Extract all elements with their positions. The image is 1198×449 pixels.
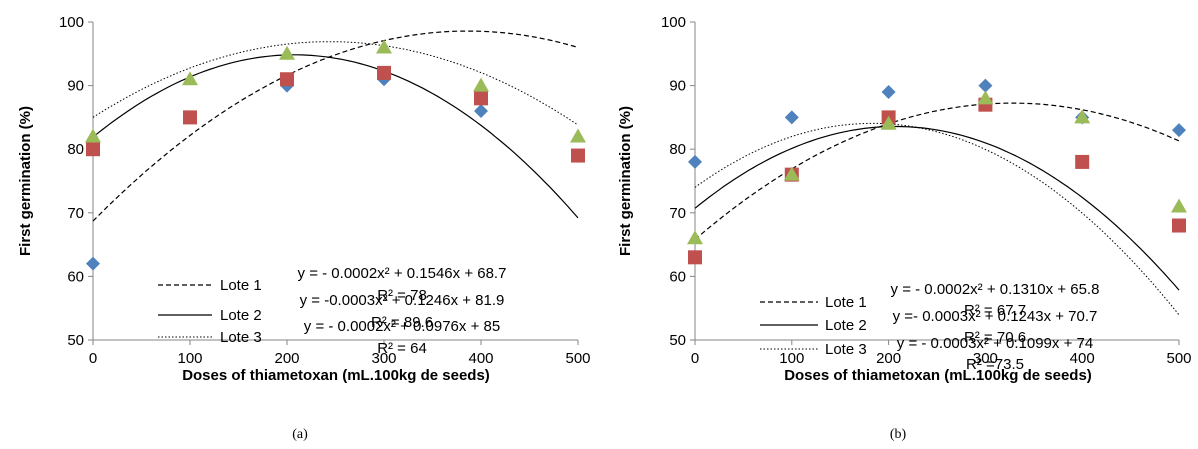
panel-a-trend-equation: y = - 0.0002x² + 0.0976x + 85 <box>304 318 500 335</box>
panel-b-y-axis-title: First germination (%) <box>617 106 634 256</box>
panel-a-point-square <box>183 110 197 125</box>
panel-b-x-tick-label: 500 <box>1166 350 1191 367</box>
panel-a-x-tick-label: 100 <box>177 350 202 367</box>
panel-b-point-diamond <box>881 84 896 99</box>
panel-b-point-triangle <box>1171 198 1187 213</box>
panel-b-point-triangle <box>687 230 703 245</box>
panel-b-trend-equation: y = - 0.0002x² + 0.1310x + 65.8 <box>891 281 1100 298</box>
panel-a-x-tick-label: 300 <box>371 350 396 367</box>
panel-a-point-square <box>377 65 391 80</box>
panel-a-point-square <box>86 142 100 157</box>
panel-b-x-axis-title: Doses of thiametoxan (mL.100kg de seeds) <box>784 367 1092 384</box>
panel-a-point-square <box>280 72 294 87</box>
panel-b-trend-r2: R² = 70.6 <box>964 329 1026 346</box>
panel-a-point-square <box>474 91 488 106</box>
panel-b-point-triangle <box>783 166 800 181</box>
panel-b-trend-equation: y =- 0.0003x² + 0.1243x + 70.7 <box>893 308 1098 325</box>
panel-a-legend-label: Lote 3 <box>220 329 262 346</box>
panel-a-trendline-2 <box>92 54 579 219</box>
panel-b-y-tick-label: 60 <box>669 268 686 285</box>
panel-a-legend-label: Lote 2 <box>220 307 262 324</box>
panel-a-point-diamond <box>474 104 488 119</box>
panel-a-trend-equation: y = - 0.0002x² + 0.1546x + 68.7 <box>298 265 507 282</box>
panel-b-point-diamond <box>1172 123 1186 138</box>
panel-a-trend-equation: y = -0.0003x² + 0.1246x + 81.9 <box>300 292 505 309</box>
panel-b-point-triangle <box>1074 109 1091 124</box>
panel-b-point-square <box>688 250 702 265</box>
panel-b-point-triangle <box>977 90 994 105</box>
panel-b-point-diamond <box>784 110 799 125</box>
panel-b-legend-label: Lote 1 <box>825 294 867 311</box>
panel-a-x-tick-label: 500 <box>565 350 590 367</box>
panel-b-point-diamond <box>978 78 993 93</box>
panel-b-trendline-1 <box>694 102 1180 240</box>
panel-a-legend-label: Lote 1 <box>220 277 262 294</box>
panel-b-legend-label: Lote 2 <box>825 317 867 334</box>
panel-b-point-square <box>1172 218 1186 233</box>
panel-a-trendline-1 <box>92 30 579 222</box>
panel-b-x-tick-label: 300 <box>973 350 998 367</box>
panel-b-point-diamond <box>688 154 702 169</box>
panel-b-point-triangle <box>880 115 897 130</box>
panel-a-y-tick-label: 60 <box>67 268 84 285</box>
panel-b-x-tick-label: 0 <box>691 350 699 367</box>
panel-b-trend-r2: R² = 67.7 <box>964 302 1026 319</box>
panel-b-label: (b) <box>890 427 907 442</box>
panel-a-point-triangle <box>473 77 489 92</box>
panel-a-point-triangle <box>279 45 295 60</box>
panel-a-label: (a) <box>292 427 308 442</box>
panel-b-x-tick-label: 400 <box>1070 350 1095 367</box>
panel-b-trend-r2: R² =73.5 <box>966 356 1024 373</box>
panel-a-y-tick-label: 90 <box>67 78 84 95</box>
panel-b-trendline-2 <box>694 125 1180 291</box>
panel-b-trend-equation: y = - 0.0003x² + 0.1099x + 74 <box>897 335 1093 352</box>
panel-a-y-tick-label: 80 <box>67 141 84 158</box>
panel-b-y-tick-label: 70 <box>669 205 686 222</box>
panel-b-y-tick-label: 100 <box>661 14 686 31</box>
panel-a-y-tick-label: 50 <box>67 332 84 349</box>
panel-a-trend-r2: R² = 64 <box>377 340 427 357</box>
panel-a-x-tick-label: 200 <box>274 350 299 367</box>
panel-a-x-tick-label: 400 <box>468 350 493 367</box>
panel-b-legend-label: Lote 3 <box>825 341 867 358</box>
panel-a-x-axis-title: Doses of thiametoxan (mL.100kg de seeds) <box>182 367 490 384</box>
panel-a-x-tick-label: 0 <box>89 350 97 367</box>
panel-a-point-diamond <box>86 256 100 271</box>
panel-a-point-triangle <box>182 71 198 86</box>
panel-b-y-tick-label: 90 <box>669 78 686 95</box>
panel-a-point-square <box>571 148 585 163</box>
panel-a-point-triangle <box>85 128 101 143</box>
panel-a-y-tick-label: 70 <box>67 205 84 222</box>
panel-b-point-square <box>1075 154 1090 169</box>
panel-a-point-triangle <box>376 39 392 54</box>
panel-a-trendline-3 <box>92 41 579 126</box>
panel-a-trend-r2: R² = 78 <box>377 287 427 304</box>
panel-b-y-tick-label: 80 <box>669 141 686 158</box>
panel-a-point-triangle <box>570 128 586 143</box>
panel-a-y-axis-title: First germination (%) <box>17 106 34 256</box>
panel-a-trend-r2: R² = 89.6 <box>371 314 433 331</box>
panel-b-x-tick-label: 100 <box>779 350 804 367</box>
panel-a-y-tick-label: 100 <box>59 14 84 31</box>
panel-b-x-tick-label: 200 <box>876 350 901 367</box>
panel-b-y-tick-label: 50 <box>669 332 686 349</box>
